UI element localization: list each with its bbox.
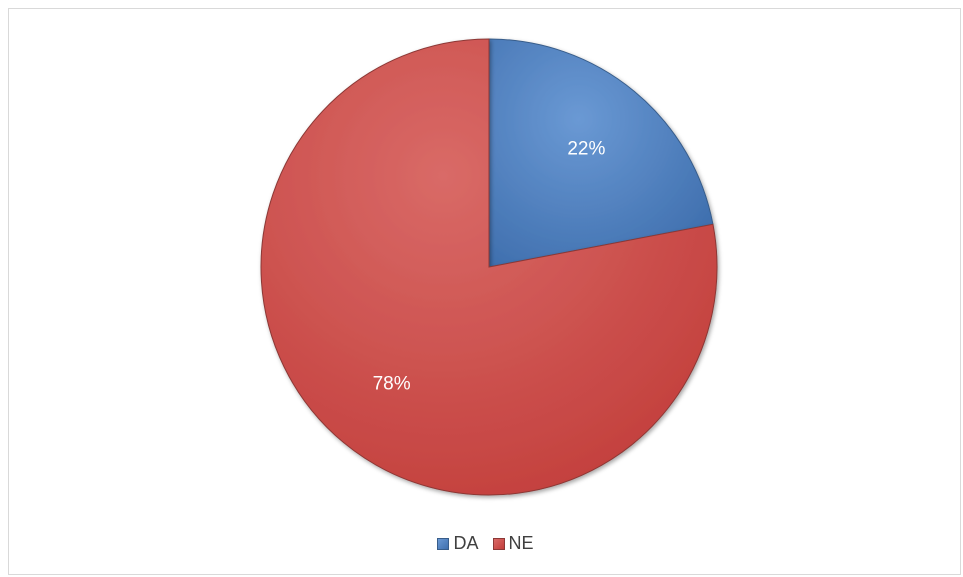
legend-item-da: DA (437, 533, 479, 554)
legend-swatch-da (437, 537, 450, 550)
pie-slice-da (488, 38, 714, 268)
pie-slices (260, 38, 718, 496)
pie-slice-ne (260, 38, 718, 496)
legend: DA NE (9, 533, 962, 554)
legend-label-da: DA (453, 533, 479, 553)
pie-chart: 22% 78% (260, 38, 718, 496)
chart-area: 22% 78% DA NE (8, 8, 961, 575)
legend-swatch-ne (492, 537, 505, 550)
data-label-da: 22% (567, 138, 605, 159)
legend-label-ne: NE (508, 533, 534, 553)
legend-item-ne: NE (492, 533, 534, 554)
data-label-ne: 78% (373, 374, 411, 395)
pie-data-labels: 22% 78% (373, 138, 606, 394)
